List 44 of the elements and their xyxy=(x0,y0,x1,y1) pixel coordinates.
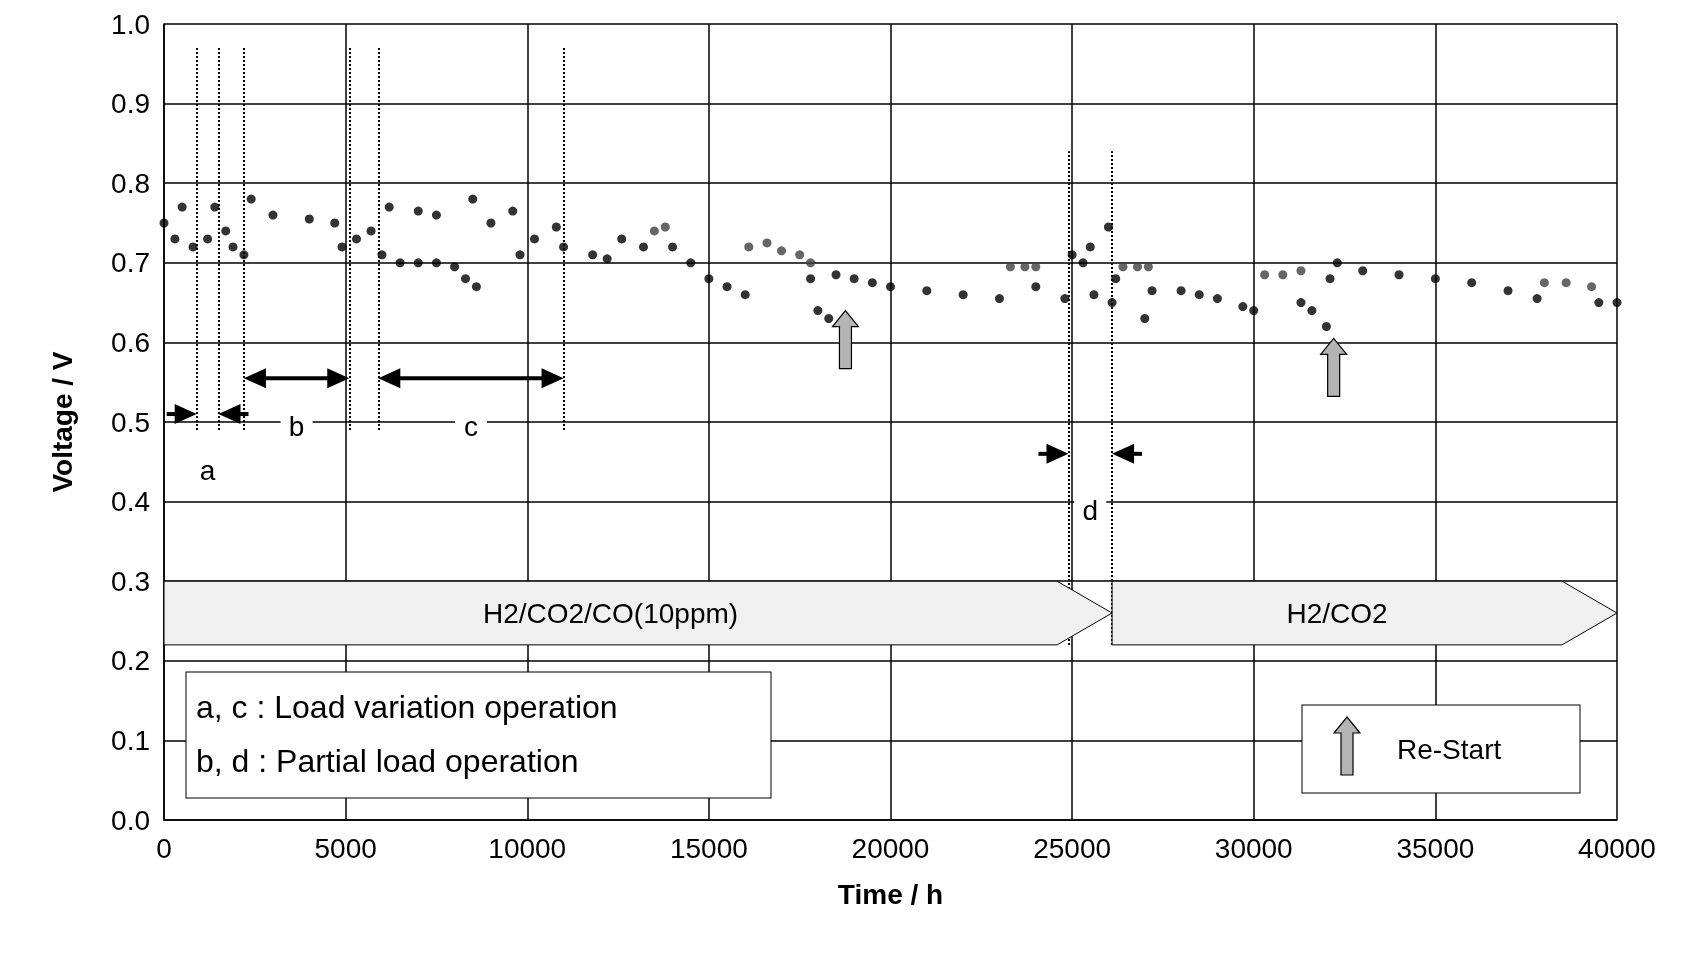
annotation: b, d : Partial load operation xyxy=(196,743,579,779)
y-tick-label: 0.3 xyxy=(111,565,150,597)
point xyxy=(1296,266,1306,276)
point xyxy=(1539,278,1549,288)
point xyxy=(762,238,772,248)
point xyxy=(649,226,659,236)
annotation: c xyxy=(463,410,478,442)
y-tick-label: 0.9 xyxy=(111,88,150,120)
x-tick-label: 35000 xyxy=(1396,832,1475,864)
x-tick-label: 15000 xyxy=(669,832,748,864)
annotation: a, c : Load variation operation xyxy=(196,689,618,725)
point xyxy=(1278,270,1288,280)
y-tick-label: 0.0 xyxy=(111,804,150,836)
point xyxy=(1587,282,1597,292)
y-tick-label: 0.5 xyxy=(111,406,150,438)
x-tick-label: 10000 xyxy=(488,832,567,864)
point xyxy=(660,222,670,232)
annotation: Re-Start xyxy=(1397,734,1502,765)
point xyxy=(744,242,754,252)
x-tick-label: 5000 xyxy=(314,832,377,864)
point xyxy=(806,258,816,268)
annotation: d xyxy=(1082,494,1099,526)
y-tick-label: 1.0 xyxy=(111,8,150,40)
annotation: b xyxy=(288,410,305,442)
y-tick-label: 0.6 xyxy=(111,326,150,358)
y-tick-label: 0.7 xyxy=(111,247,150,279)
band-label: H2/CO2 xyxy=(1286,598,1388,630)
x-tick-label: 40000 xyxy=(1578,832,1656,864)
y-tick-label: 0.4 xyxy=(111,486,150,518)
y-axis-title: Voltage / V xyxy=(46,351,78,493)
x-tick-label: 20000 xyxy=(851,832,930,864)
point xyxy=(795,250,805,260)
x-tick-label: 0 xyxy=(156,832,172,864)
x-axis-title: Time / h xyxy=(837,878,944,910)
annotation: a xyxy=(199,454,216,486)
y-tick-label: 0.1 xyxy=(111,724,150,756)
y-tick-label: 0.2 xyxy=(111,645,150,677)
point xyxy=(1561,278,1571,288)
band-label: H2/CO2/CO(10ppm) xyxy=(482,598,739,630)
point xyxy=(777,246,787,256)
x-tick-label: 25000 xyxy=(1033,832,1112,864)
y-tick-label: 0.8 xyxy=(111,167,150,199)
point xyxy=(1260,270,1270,280)
x-tick-label: 30000 xyxy=(1214,832,1293,864)
